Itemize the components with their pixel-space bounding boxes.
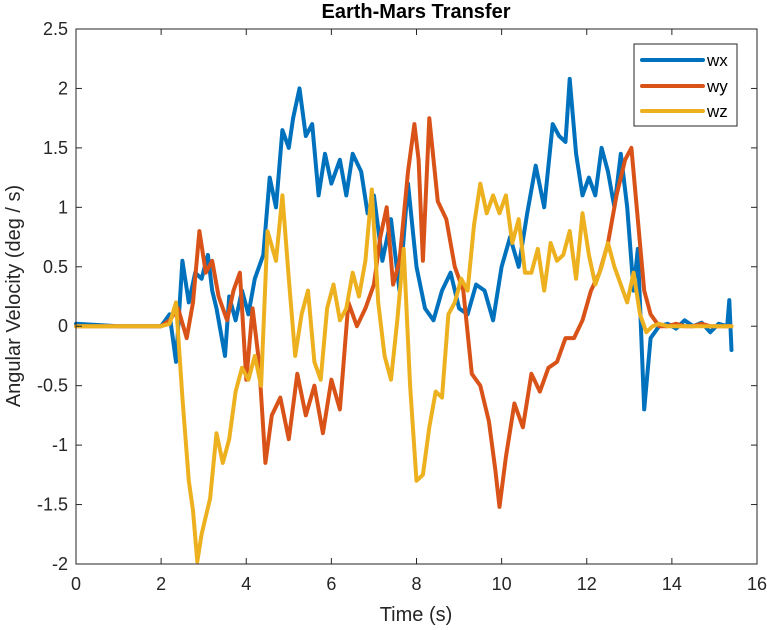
- x-tick-label: 8: [411, 574, 421, 594]
- ticks: 0 2 4 6 8 10 12 14 16 -2 -1.5 -1 -0.5 0 0.5 1 1.5 2 2.5: [37, 19, 767, 594]
- y-tick-label: 0.5: [43, 257, 68, 277]
- legend-label-wy: wy: [706, 77, 728, 96]
- series-line-wy: [74, 116, 734, 509]
- y-tick-label: -2: [52, 554, 68, 574]
- legend: wx wy wz: [633, 43, 738, 127]
- series-layer: [74, 76, 734, 564]
- x-tick-label: 6: [326, 574, 336, 594]
- series-line-wz: [74, 181, 734, 564]
- legend-label-wx: wx: [706, 51, 728, 70]
- x-axis-label: Time (s): [380, 604, 453, 626]
- y-tick-label: 2.5: [43, 19, 68, 39]
- x-tick-label: 0: [71, 574, 81, 594]
- y-tick-label: 0: [58, 316, 68, 336]
- y-tick-label: -1: [52, 435, 68, 455]
- x-tick-label: 4: [241, 574, 251, 594]
- y-tick-label: -1.5: [37, 495, 68, 515]
- x-tick-label: 12: [577, 574, 597, 594]
- legend-label-wz: wz: [706, 102, 728, 121]
- y-tick-label: 1.5: [43, 138, 68, 158]
- x-tick-label: 14: [662, 574, 682, 594]
- x-tick-label: 10: [492, 574, 512, 594]
- y-tick-label: 1: [58, 197, 68, 217]
- y-tick-label: 2: [58, 78, 68, 98]
- chart-title: Earth-Mars Transfer: [322, 1, 511, 23]
- y-tick-label: -0.5: [37, 376, 68, 396]
- y-axis-label: Angular Velocity (deg / s): [3, 185, 25, 407]
- x-tick-label: 16: [747, 574, 767, 594]
- x-tick-label: 2: [156, 574, 166, 594]
